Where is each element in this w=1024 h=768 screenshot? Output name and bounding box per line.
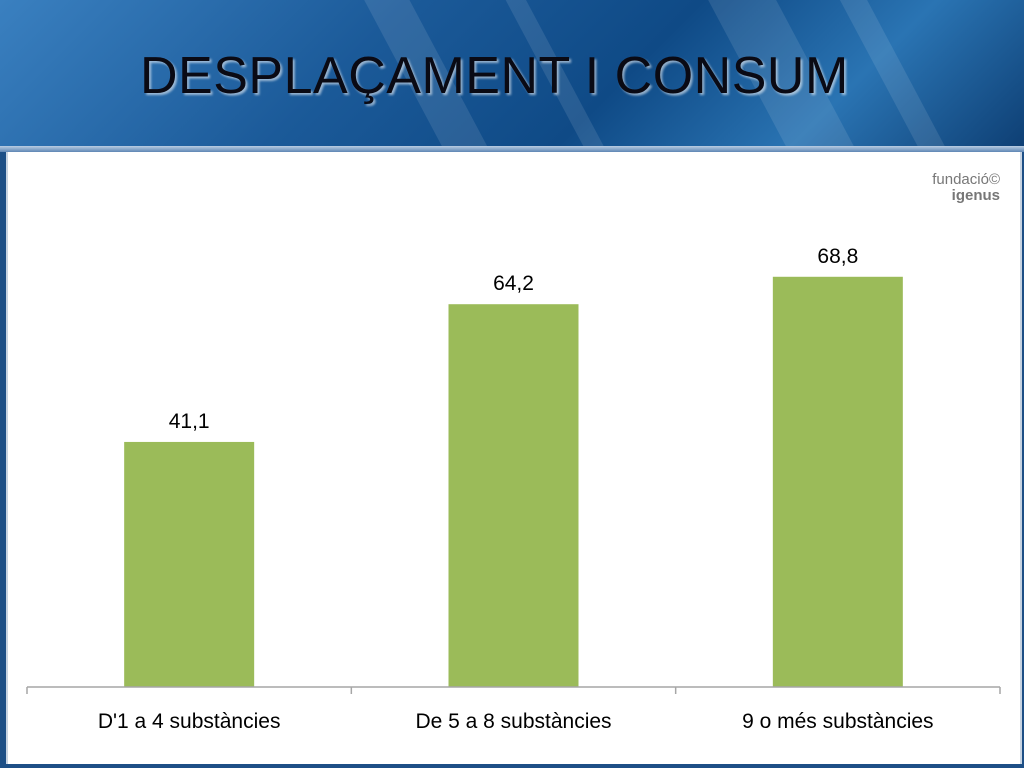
header-divider [0, 146, 1024, 152]
category-label: De 5 a 8 substàncies [415, 710, 611, 733]
data-label: 68,8 [817, 245, 858, 268]
slide-title: DESPLAÇAMENT I CONSUM [140, 47, 849, 105]
logo-line-1: fundació© [932, 171, 1000, 188]
logo-line-2: igenus [951, 187, 1000, 204]
labels-group: 41,1 D'1 a 4 substàncies 64,2 De 5 a 8 subs… [98, 245, 934, 733]
fundacio-igenus-logo: fundació© igenus [916, 172, 1000, 203]
data-label: 41,1 [169, 410, 210, 433]
category-label: 9 o més substàncies [742, 710, 933, 733]
data-label: 64,2 [493, 272, 534, 295]
bar [772, 276, 903, 687]
category-label: D'1 a 4 substàncies [98, 710, 281, 733]
bars-group [124, 276, 903, 687]
slide-header [0, 0, 1024, 148]
bar [124, 441, 255, 687]
bar [448, 304, 579, 687]
x-axis [26, 686, 1001, 694]
